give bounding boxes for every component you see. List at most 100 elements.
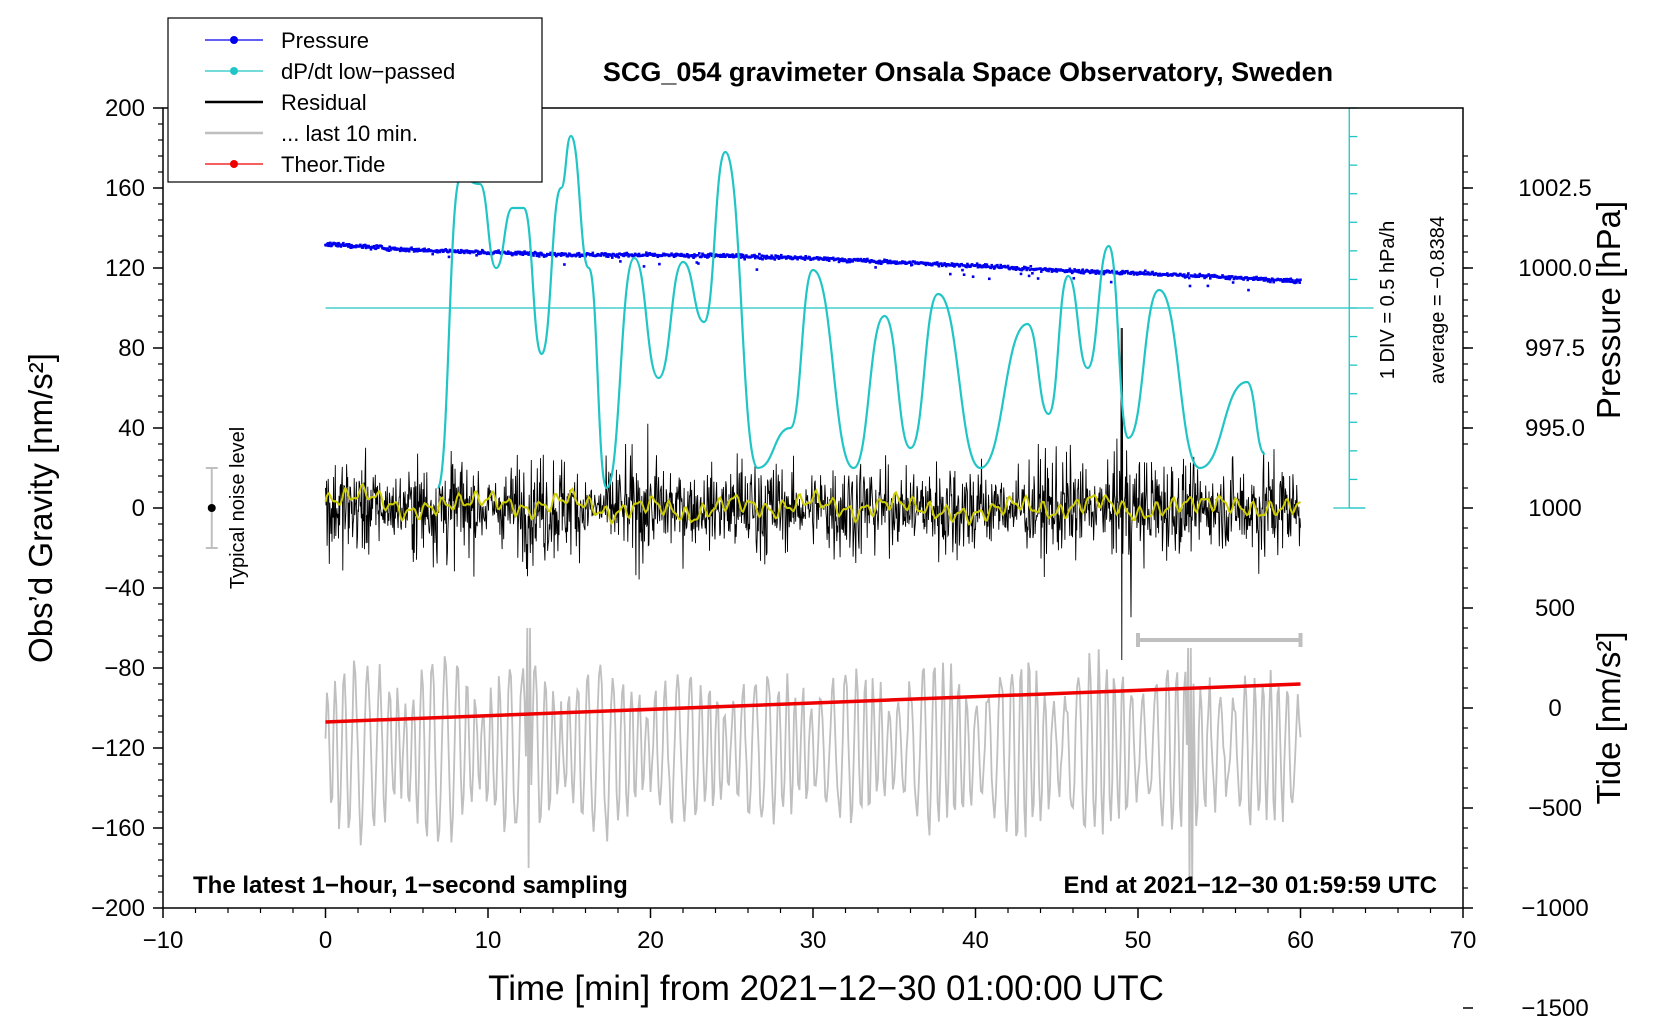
pressure-point: [326, 242, 330, 245]
pressure-point: [1105, 270, 1108, 274]
pressure-point: [342, 241, 345, 245]
pressure-point: [982, 265, 985, 269]
pressure-point: [435, 249, 439, 252]
pressure-point: [1143, 272, 1146, 276]
pressure-point: [886, 261, 890, 265]
theor-tide-line: [325, 682, 1301, 724]
pressure-point: [1245, 276, 1249, 279]
pressure-point: [453, 249, 456, 252]
pressure-point: [1049, 268, 1053, 271]
pressure-point: [1280, 278, 1284, 282]
pressure-point: [837, 260, 841, 264]
pressure-point: [389, 248, 392, 252]
pressure-point: [456, 249, 460, 252]
y-tick-label: 160: [105, 175, 145, 202]
pressure-point: [506, 252, 509, 255]
pressure-point: [711, 254, 714, 258]
pressure-point: [851, 259, 855, 263]
pressure-point: [559, 254, 563, 257]
pressure-point: [1289, 277, 1293, 281]
pressure-point: [909, 261, 912, 264]
legend-label: Pressure: [281, 28, 369, 53]
pressure-point: [478, 250, 482, 254]
pressure-point: [1223, 275, 1227, 279]
pressure-point: [606, 253, 609, 256]
pressure-point: [940, 262, 943, 265]
pressure-point: [1129, 272, 1132, 276]
pressure-point: [706, 256, 709, 259]
pressure-point: [465, 249, 469, 252]
pressure-point: [416, 249, 419, 253]
pressure-point: [372, 246, 375, 249]
pressure-point: [793, 255, 797, 258]
pressure-point: [338, 242, 341, 246]
pressure-point: [693, 253, 696, 256]
pressure-point: [695, 261, 699, 264]
pressure-point: [619, 260, 622, 263]
pressure-point: [1144, 269, 1147, 273]
pressure-point: [1138, 272, 1141, 276]
pressure-point: [741, 255, 744, 259]
pressure-point: [1213, 273, 1216, 277]
pressure-point: [1270, 279, 1273, 282]
pressure-point: [743, 257, 746, 261]
pressure-point: [951, 264, 955, 267]
pressure-point: [1186, 273, 1189, 277]
residual-line: [325, 327, 1301, 661]
pressure-point: [1029, 265, 1033, 268]
pressure-point: [427, 248, 430, 251]
pressure-point: [804, 255, 807, 258]
pressure-point: [1263, 279, 1267, 282]
pressure-point: [1198, 272, 1202, 276]
pressure-point: [832, 256, 835, 260]
pressure-point: [1297, 279, 1301, 283]
pressure-point: [1067, 269, 1071, 272]
pressure-point: [987, 265, 990, 268]
x-tick-label: 30: [800, 927, 827, 954]
y-tick-label: −80: [104, 655, 145, 682]
pressure-point: [817, 258, 820, 261]
pressure-point: [1006, 264, 1010, 268]
pressure-point: [1288, 280, 1292, 283]
pressure-point: [474, 249, 478, 252]
pressure-point: [761, 257, 764, 261]
pressure-point: [329, 241, 332, 245]
pressure-point: [763, 255, 767, 258]
pressure-point: [802, 256, 806, 260]
pressure-point: [354, 245, 357, 249]
pressure-point: [924, 263, 928, 267]
pressure-point: [990, 263, 993, 267]
pressure-point: [969, 265, 972, 268]
pressure-point: [1020, 268, 1024, 272]
pressure-point: [773, 258, 777, 261]
pressure-point: [349, 246, 352, 249]
pressure-point: [364, 243, 367, 247]
pressure-point: [698, 252, 701, 255]
pressure-point: [513, 252, 517, 256]
legend-item: Residual: [205, 90, 367, 115]
pressure-point: [1185, 275, 1189, 278]
pressure-point: [785, 256, 789, 260]
pressure-point: [509, 251, 512, 255]
pressure-point: [903, 260, 907, 264]
pressure-point: [476, 249, 479, 253]
pressure-point: [754, 254, 758, 258]
pressure-point: [411, 248, 415, 251]
pressure-point: [806, 257, 810, 260]
pressure-point: [776, 254, 780, 258]
pressure-point: [988, 277, 991, 281]
pressure-point: [696, 254, 699, 257]
pressure-point: [848, 260, 851, 264]
pressure-point: [1118, 272, 1122, 276]
pressure-point: [1109, 280, 1113, 284]
pressure-point: [1094, 272, 1098, 275]
pressure-point: [407, 249, 411, 253]
pressure-point: [327, 244, 330, 248]
pressure-point: [731, 253, 734, 256]
pressure-point: [532, 254, 535, 257]
pressure-point: [960, 262, 963, 266]
pressure-point: [1131, 270, 1135, 274]
pressure-point: [415, 247, 418, 251]
pressure-point: [827, 259, 831, 262]
pressure-point: [430, 249, 434, 253]
